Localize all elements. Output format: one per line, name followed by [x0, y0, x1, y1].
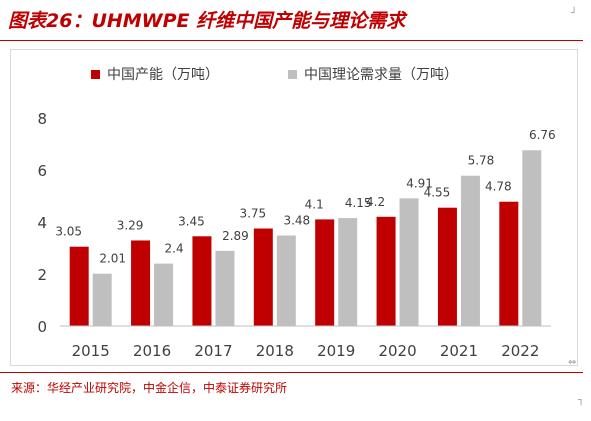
capacity-bar-2019: [315, 219, 335, 326]
legend-swatch-0: [91, 70, 100, 79]
demand-bar-2020: [399, 198, 419, 326]
capacity-label-2021: 4.55: [424, 186, 451, 200]
demand-label-2020: 4.91: [406, 176, 433, 190]
demand-bar-2021: [460, 175, 480, 326]
capacity-label-2019: 4.1: [305, 197, 324, 211]
x-tick-label-2016: 2016: [133, 342, 171, 360]
y-tick-label: 4: [37, 214, 47, 232]
capacity-bar-2018: [253, 228, 273, 326]
capacity-label-2020: 4.2: [366, 195, 385, 209]
bar-chart: 中国产能（万吨） 中国理论需求量（万吨） 0 2 4 6 8 3.05 2.01 3.29 2.…: [37, 67, 555, 360]
chart-legend: 中国产能（万吨） 中国理论需求量（万吨）: [91, 67, 458, 83]
x-tick-label-2020: 2020: [378, 342, 416, 360]
demand-bar-2022: [522, 150, 542, 326]
capacity-label-2016: 3.29: [117, 218, 144, 232]
chart-frame: 中国产能（万吨） 中国理论需求量（万吨） 0 2 4 6 8 3.05 2.01 3.29 2.…: [10, 49, 578, 366]
x-tick-label-2015: 2015: [72, 342, 110, 360]
anchor-mark-icon: ⇔: [568, 357, 577, 368]
y-tick-label: 0: [37, 318, 47, 336]
source-note: 来源：华经产业研究院，中金企信，中泰证券研究所: [11, 381, 288, 395]
demand-label-2018: 3.48: [283, 214, 310, 228]
y-tick-label: 2: [37, 266, 47, 284]
x-tick-label-2019: 2019: [317, 342, 355, 360]
corner-mark-icon: ┐: [578, 395, 585, 406]
y-axis: 0 2 4 6 8: [37, 110, 47, 336]
corner-mark-icon: ┘: [571, 8, 578, 19]
capacity-bar-2020: [376, 216, 396, 326]
demand-label-2022: 6.76: [529, 128, 556, 142]
demand-bar-2015: [92, 273, 112, 326]
capacity-bar-2015: [69, 246, 89, 326]
legend-swatch-1: [288, 70, 297, 79]
capacity-label-2017: 3.45: [178, 214, 205, 228]
legend-label-1: 中国理论需求量（万吨）: [304, 67, 458, 83]
demand-label-2016: 2.4: [165, 242, 184, 256]
demand-label-2017: 2.89: [222, 229, 249, 243]
source-divider: [0, 372, 583, 373]
capacity-bar-2017: [192, 236, 212, 326]
capacity-bar-2016: [131, 240, 151, 326]
demand-label-2015: 2.01: [99, 252, 126, 266]
demand-bar-2017: [215, 250, 235, 326]
x-axis: 2015 2016 2017 2018 2019 2020 2021 2022: [60, 325, 551, 360]
bar-series: [69, 150, 542, 326]
legend-label-0: 中国产能（万吨）: [107, 67, 219, 83]
demand-label-2021: 5.78: [468, 154, 495, 168]
page-title: 图表26：UHMWPE 纤维中国产能与理论需求: [8, 10, 406, 32]
capacity-bar-2021: [437, 207, 457, 326]
y-tick-label: 6: [37, 162, 47, 180]
x-tick-label-2017: 2017: [194, 342, 232, 360]
capacity-label-2015: 3.05: [55, 225, 82, 239]
capacity-label-2022: 4.78: [485, 180, 512, 194]
demand-bar-2019: [338, 218, 358, 326]
demand-label-2019: 4.15: [345, 196, 372, 210]
capacity-label-2018: 3.75: [239, 207, 266, 221]
x-tick-label-2018: 2018: [256, 342, 294, 360]
capacity-bar-2022: [499, 201, 519, 326]
y-tick-label: 8: [37, 110, 47, 128]
data-labels: 3.052.013.292.43.452.893.753.484.1 4.154.…: [55, 128, 555, 266]
demand-bar-2016: [154, 263, 174, 326]
x-tick-label-2021: 2021: [440, 342, 478, 360]
title-divider: [0, 40, 583, 41]
demand-bar-2018: [276, 235, 296, 326]
x-tick-label-2022: 2022: [501, 342, 539, 360]
